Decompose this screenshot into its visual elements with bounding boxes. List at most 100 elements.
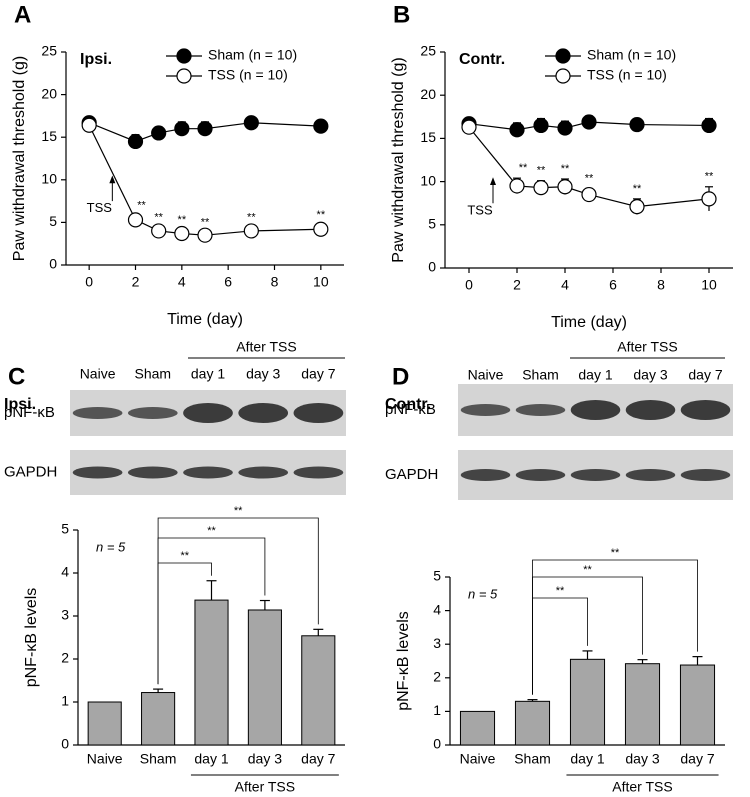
y-tick-label: 4: [433, 601, 441, 617]
y-tick-label: 2: [433, 669, 441, 685]
marker: [533, 180, 549, 196]
x-tick-label: 8: [657, 277, 665, 293]
band: [625, 469, 676, 481]
region-label: Ipsi.: [80, 51, 112, 68]
marker: [151, 223, 167, 239]
marker: [243, 223, 259, 239]
marker: [243, 115, 259, 131]
panel-label: B: [393, 1, 410, 28]
row-label: pNF-κB: [385, 401, 436, 418]
y-tick-label: 10: [420, 172, 436, 188]
bar: [459, 710, 496, 746]
significance: **: [585, 172, 594, 184]
marker: [629, 116, 645, 133]
significance: **: [137, 199, 146, 211]
x-tick-label: 2: [513, 277, 521, 293]
bar: [514, 700, 551, 746]
bar: [569, 658, 606, 746]
band: [127, 466, 178, 479]
x-tick-label: 0: [85, 274, 93, 290]
legend-marker: [176, 68, 192, 84]
bar: [87, 701, 122, 746]
y-tick-label: 5: [49, 213, 57, 229]
panel-label: D: [392, 363, 409, 390]
lane-label: day 7: [688, 367, 722, 383]
band: [293, 466, 344, 479]
group-label: After TSS: [617, 339, 677, 355]
x-tick-label: 6: [224, 274, 232, 290]
band: [460, 469, 511, 481]
marker: [581, 114, 597, 130]
x-axis-label: Time (day): [167, 311, 243, 328]
marker: [197, 227, 213, 243]
band: [680, 469, 731, 481]
note: n = 5: [96, 539, 126, 554]
lane-label: day 7: [301, 366, 335, 382]
y-tick-label: 15: [41, 128, 57, 144]
lane-label: Sham: [522, 367, 559, 383]
band: [238, 403, 289, 423]
marker: [629, 199, 645, 215]
lane-label: Naive: [80, 366, 116, 382]
bar: [194, 599, 229, 746]
significance: **: [537, 165, 546, 177]
marker: [461, 119, 477, 135]
band: [238, 466, 289, 479]
arrow-label: TSS: [87, 200, 113, 215]
significance: **: [181, 550, 190, 562]
band: [570, 469, 621, 481]
y-tick-label: 20: [41, 85, 57, 101]
arrow-head: [109, 175, 116, 184]
significance: **: [556, 585, 565, 597]
marker: [127, 212, 144, 228]
panel-label: A: [14, 1, 31, 28]
y-tick-label: 2: [61, 650, 69, 666]
x-tick-label: Naive: [460, 751, 496, 767]
marker: [127, 133, 144, 150]
row-label: GAPDH: [385, 466, 438, 483]
arrow-head: [490, 177, 496, 186]
y-tick-label: 3: [61, 607, 69, 623]
significance: **: [207, 525, 216, 537]
marker: [557, 179, 573, 195]
band: [293, 403, 344, 423]
y-tick-label: 0: [428, 259, 436, 275]
bracket: [532, 559, 698, 695]
lane-label: day 1: [191, 366, 225, 382]
region-label: Ipsi.: [4, 396, 36, 413]
lane-label: day 3: [246, 366, 280, 382]
band: [127, 407, 178, 419]
group-label: After TSS: [236, 339, 296, 355]
marker: [81, 117, 97, 133]
significance: **: [178, 214, 187, 226]
lane-label: day 1: [578, 367, 612, 383]
legend-marker: [555, 68, 571, 84]
region-label: Contr.: [459, 51, 505, 68]
bracket: [157, 517, 319, 685]
x-tick-label: 6: [609, 277, 617, 293]
legend-marker: [555, 48, 571, 64]
significance: **: [611, 547, 620, 559]
x-tick-label: day 7: [301, 751, 335, 767]
y-axis-label: pNF-κB levels: [395, 611, 412, 711]
y-tick-label: 1: [61, 693, 69, 709]
panel-label: C: [8, 363, 25, 390]
band: [570, 400, 621, 420]
legend-label: TSS (n = 10): [587, 67, 667, 83]
x-tick-label: 4: [178, 274, 186, 290]
marker: [533, 117, 549, 134]
x-tick-label: 2: [132, 274, 140, 290]
bar: [679, 664, 716, 746]
significance: **: [583, 564, 592, 576]
x-tick-label: day 3: [625, 751, 659, 767]
marker: [581, 186, 597, 203]
significance: **: [154, 211, 163, 223]
y-tick-label: 5: [61, 521, 69, 537]
note: n = 5: [468, 586, 498, 601]
x-tick-label: day 1: [194, 751, 228, 767]
band: [72, 407, 123, 419]
y-tick-label: 5: [433, 568, 441, 584]
x-tick-label: day 3: [248, 751, 282, 767]
